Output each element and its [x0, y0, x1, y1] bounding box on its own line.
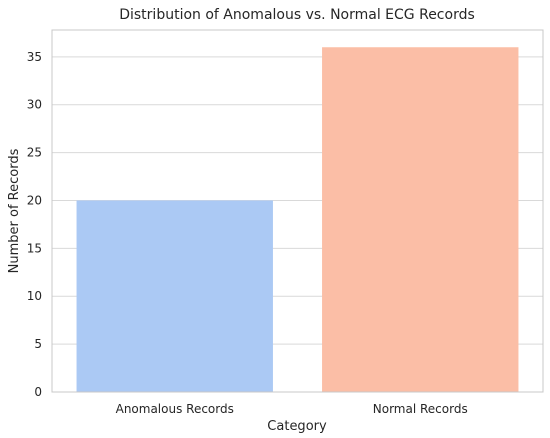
x-axis-label: Category	[267, 419, 327, 434]
y-tick-label: 15	[27, 241, 42, 255]
y-tick-label: 35	[27, 50, 42, 64]
bar-layer	[76, 47, 519, 392]
bar-anomalous-records	[76, 200, 273, 392]
chart-title: Distribution of Anomalous vs. Normal ECG…	[119, 7, 475, 23]
x-tick-label: Normal Records	[373, 402, 468, 416]
bar-normal-records	[322, 47, 519, 392]
plot-frame	[51, 29, 544, 393]
y-tick-label: 0	[34, 385, 42, 399]
y-tick-label: 5	[34, 337, 42, 351]
y-tick-label: 10	[27, 289, 42, 303]
tick-layer: 0 5 10 15 20 25 30 35 Anomalous Records Normal Re…	[27, 50, 468, 416]
x-tick-label: Anomalous Records	[116, 402, 234, 416]
y-tick-label: 20	[27, 193, 42, 207]
y-axis-label: Number of Records	[7, 148, 22, 273]
y-tick-label: 25	[27, 146, 42, 160]
y-tick-label: 30	[27, 98, 42, 112]
